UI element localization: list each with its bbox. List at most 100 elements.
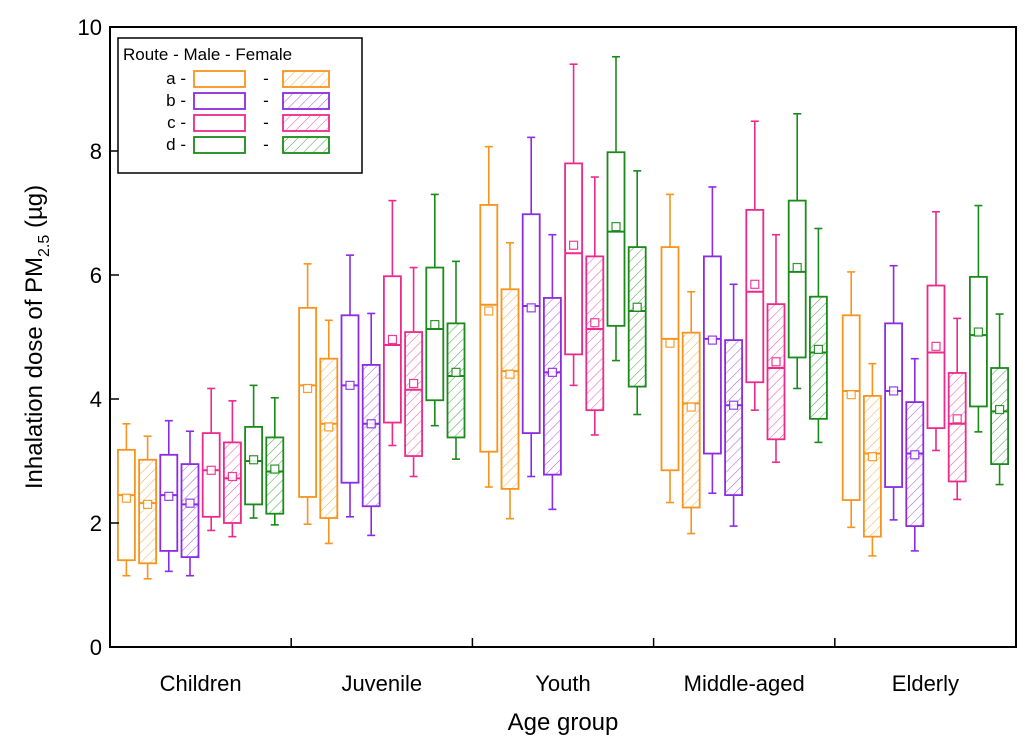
mean-marker [249, 455, 259, 465]
legend-header: Route - Male - Female [123, 45, 292, 64]
legend-swatch-male [193, 114, 246, 132]
iqr-box [969, 275, 988, 408]
legend-route-label: c - [167, 113, 186, 132]
box-d-female [627, 170, 647, 416]
x-tick-label: Children [160, 671, 242, 696]
iqr-box [745, 208, 765, 384]
box-b-female [543, 233, 562, 511]
iqr-box [606, 151, 626, 327]
iqr-box [201, 432, 221, 518]
mean-marker [707, 335, 718, 345]
mean-marker [324, 422, 334, 432]
box-b-male [521, 136, 541, 478]
mean-marker [665, 338, 675, 348]
box-b-female [180, 430, 200, 577]
box-c-male [201, 387, 221, 532]
box-a-female [863, 362, 882, 557]
box-group-juvenile [298, 193, 466, 545]
box-b-female [905, 357, 925, 552]
box-c-female [222, 400, 242, 538]
box-group-elderly [841, 204, 1009, 557]
legend-swatch-male [193, 92, 246, 110]
box-a-female [319, 319, 339, 545]
iqr-box [564, 162, 583, 356]
iqr-box [319, 357, 339, 519]
iqr-box [863, 394, 882, 538]
mean-marker [270, 464, 280, 474]
mean-marker [505, 369, 515, 379]
iqr-box [425, 266, 445, 402]
iqr-box [627, 246, 647, 388]
mean-marker [345, 380, 355, 390]
box-c-female [766, 233, 786, 464]
box-c-female [947, 317, 967, 501]
iqr-box [222, 441, 242, 524]
y-tick-label: 8 [90, 139, 102, 164]
y-tick-label: 4 [90, 387, 102, 412]
iqr-box [138, 458, 158, 565]
box-d-male [969, 204, 988, 433]
box-b-male [884, 264, 903, 521]
mean-marker [910, 450, 920, 460]
iqr-box [905, 401, 925, 528]
box-d-female [265, 396, 285, 526]
legend-swatch-female [282, 136, 330, 154]
box-a-male [660, 193, 680, 504]
mean-marker [611, 222, 621, 232]
box-a-male [298, 263, 318, 526]
box-d-male [425, 193, 445, 427]
legend-separator: - [263, 135, 269, 154]
legend-swatch-male [193, 70, 246, 88]
box-b-male [703, 186, 722, 495]
iqr-box [766, 303, 786, 441]
mean-marker [484, 306, 494, 316]
mean-marker [771, 357, 781, 367]
legend-separator: - [263, 91, 269, 110]
iqr-box [298, 306, 318, 498]
mean-marker [792, 262, 802, 273]
y-axis-title-subscript: 2.5 [36, 235, 53, 257]
mean-marker [931, 341, 941, 351]
box-b-male [340, 254, 360, 518]
x-tick-label: Youth [535, 671, 590, 696]
mean-marker [973, 327, 984, 337]
y-tick-label: 6 [90, 263, 102, 288]
box-d-female [446, 260, 466, 460]
plot-area [117, 55, 1009, 580]
box-d-male [787, 113, 807, 390]
mean-marker [143, 499, 153, 509]
legend-route-label: a - [166, 69, 186, 88]
mean-marker [632, 302, 642, 312]
iqr-box [382, 275, 402, 424]
mean-marker [994, 404, 1005, 415]
box-group-children [117, 384, 285, 580]
box-a-female [500, 241, 520, 520]
mean-marker [750, 279, 760, 289]
box-a-male [117, 422, 136, 577]
iqr-box [841, 314, 861, 501]
box-c-male [926, 210, 946, 452]
box-d-female [809, 227, 828, 444]
mean-marker [526, 303, 536, 313]
iqr-box [703, 255, 722, 455]
box-c-male [564, 63, 583, 387]
iqr-box [361, 363, 381, 508]
iqr-box [244, 425, 264, 506]
iqr-box [787, 199, 807, 359]
plot-frame [109, 26, 1017, 648]
box-d-male [244, 384, 264, 519]
legend-route-label: d - [166, 135, 186, 154]
box-c-female [404, 266, 424, 478]
legend-route-label: b - [166, 91, 186, 110]
mean-marker [686, 402, 696, 412]
mean-marker [409, 378, 419, 389]
mean-marker [590, 318, 600, 328]
box-b-male [159, 419, 179, 573]
iqr-box [265, 436, 285, 515]
mean-marker [728, 400, 739, 410]
legend-swatch-female [282, 92, 330, 110]
iqr-box [947, 372, 967, 483]
mean-marker [568, 240, 579, 250]
x-axis: Children Juvenile Youth Middle-aged Elderly [160, 638, 959, 696]
